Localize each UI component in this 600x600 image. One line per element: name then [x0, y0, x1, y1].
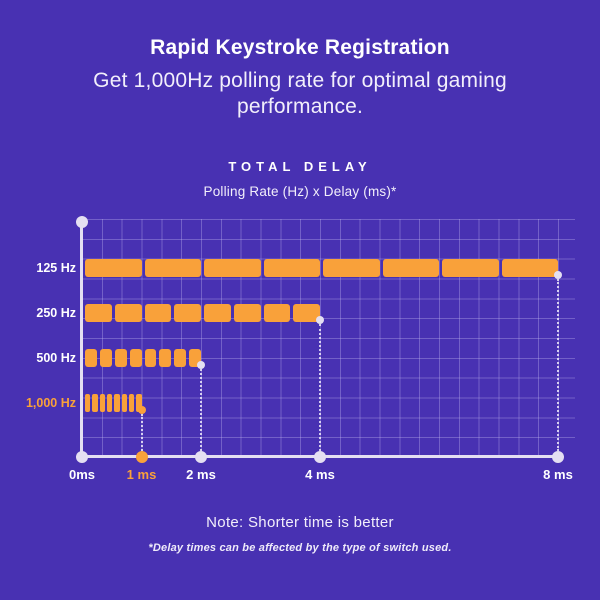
- x-axis-tick-label: 0ms: [68, 467, 96, 482]
- page-subtitle: Get 1,000Hz polling rate for optimal gam…: [93, 69, 507, 118]
- bar-segment: [233, 304, 261, 322]
- bar-segment: [99, 349, 112, 367]
- drop-line: [200, 369, 202, 451]
- bar-segment: [128, 394, 135, 412]
- delay-bar: [85, 259, 558, 277]
- bar-segment: [204, 259, 261, 277]
- bar-segment: [85, 304, 112, 322]
- y-axis-line: [80, 222, 83, 458]
- bar-segment: [106, 394, 113, 412]
- x-axis-tick-dot: [195, 451, 207, 463]
- bar-segment: [293, 304, 320, 322]
- x-axis-tick-label: 1 ms: [126, 467, 157, 482]
- bar-segment: [382, 259, 439, 277]
- bar-segment: [85, 259, 142, 277]
- bar-segment: [114, 394, 120, 412]
- x-axis-tick-label: 2 ms: [186, 467, 216, 482]
- y-axis-top-dot: [76, 216, 88, 228]
- bar-segment: [263, 259, 320, 277]
- bar-segment: [121, 394, 127, 412]
- y-axis-label: 250 Hz: [36, 306, 76, 320]
- drop-line: [140, 414, 143, 451]
- bar-segment: [442, 259, 499, 277]
- x-axis-tick-label: 4 ms: [305, 467, 335, 482]
- bar-segment: [114, 304, 142, 322]
- x-axis-tick-dot: [314, 451, 326, 463]
- bar-segment: [204, 304, 231, 322]
- bar-segment: [92, 394, 98, 412]
- bar-segment: [99, 394, 105, 412]
- bar-segment: [144, 349, 157, 367]
- delay-bar: [85, 349, 201, 367]
- chart-subtitle: Polling Rate (Hz) x Delay (ms)*: [203, 184, 397, 199]
- y-axis-label: 1,000 Hz: [25, 396, 76, 410]
- bar-segment: [114, 349, 127, 367]
- bar-segment: [85, 349, 97, 367]
- drop-line: [319, 324, 321, 451]
- y-axis-label: 500 Hz: [36, 351, 76, 365]
- bar-segment: [85, 394, 91, 412]
- bar-segment: [323, 259, 380, 277]
- delay-bar: [85, 304, 320, 322]
- bar-end-dot: [137, 406, 146, 414]
- bar-segment: [174, 349, 187, 367]
- note-text: Note: Shorter time is better: [206, 514, 394, 531]
- bar-segment: [174, 304, 201, 322]
- x-axis-tick-dot: [135, 451, 148, 463]
- delay-bar: [85, 394, 142, 412]
- y-axis-label: 125 Hz: [36, 261, 76, 275]
- bar-segment: [263, 304, 291, 322]
- footnote-text: *Delay times can be affected by the type…: [148, 542, 452, 554]
- bar-segment: [189, 349, 201, 367]
- bar-segment: [501, 259, 558, 277]
- bar-end-dot: [554, 271, 562, 279]
- drop-line: [557, 279, 559, 451]
- bar-segment: [144, 304, 172, 322]
- bar-segment: [144, 259, 201, 277]
- page-title: Rapid Keystroke Registration: [150, 36, 450, 59]
- bar-segment: [136, 394, 142, 412]
- x-axis-tick-dot: [552, 451, 564, 463]
- bar-end-dot: [316, 316, 324, 324]
- bar-end-dot: [197, 361, 205, 369]
- bar-segment: [159, 349, 172, 367]
- x-axis-tick-label: 8 ms: [543, 467, 573, 482]
- chart-title: TOTAL DELAY: [228, 159, 372, 174]
- bar-segment: [129, 349, 142, 367]
- x-axis-tick-dot: [76, 451, 88, 463]
- grid-lines: [82, 219, 575, 457]
